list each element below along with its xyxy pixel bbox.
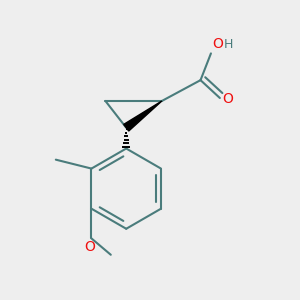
Text: H: H [224, 38, 233, 51]
Polygon shape [124, 101, 162, 131]
Text: O: O [212, 37, 223, 51]
Text: O: O [85, 240, 95, 254]
Text: O: O [222, 92, 233, 106]
